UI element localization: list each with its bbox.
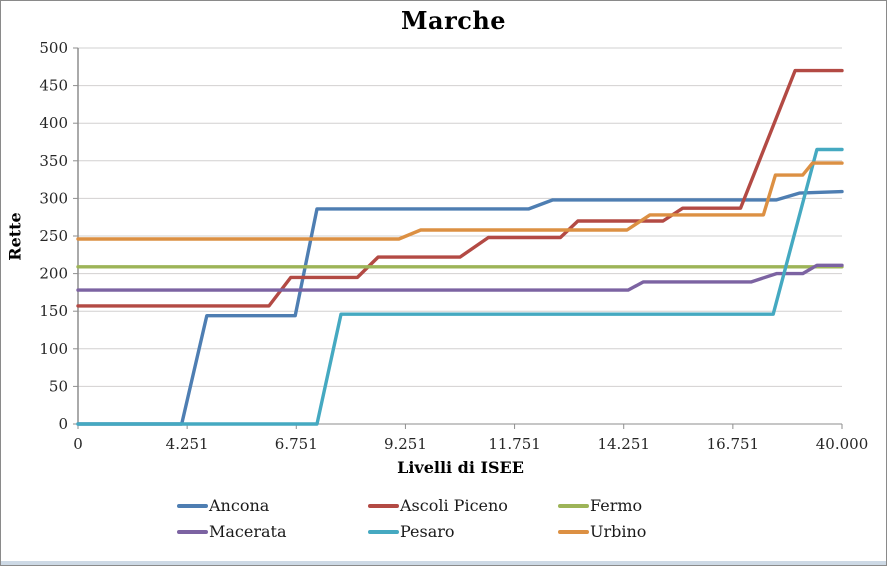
y-tick-label: 150: [39, 302, 68, 320]
chart-title: Marche: [400, 6, 507, 35]
legend-item-ancona: Ancona: [177, 496, 368, 515]
y-tick-label: 200: [39, 265, 68, 283]
x-tick-label: 4.251: [166, 435, 209, 453]
x-tick-label: 0: [73, 435, 83, 453]
x-tick-label: 6.751: [275, 435, 318, 453]
y-tick-label: 300: [39, 189, 68, 207]
legend-item-pesaro: Pesaro: [368, 522, 558, 541]
y-tick-label: 50: [49, 377, 68, 395]
y-tick-label: 400: [39, 114, 68, 132]
y-tick-label: 500: [39, 39, 68, 57]
series-line-macerata: [76, 263, 844, 292]
legend-item-macerata: Macerata: [177, 522, 368, 541]
legend-swatch-fermo: [558, 503, 589, 508]
y-tick-label: 350: [39, 152, 68, 170]
legend-swatch-ancona: [177, 503, 208, 508]
legend-item-urbino: Urbino: [558, 522, 646, 541]
x-axis-title: Livelli di ISEE: [397, 458, 524, 477]
x-tick-label: 9.251: [384, 435, 427, 453]
series-line-ancona: [76, 189, 844, 426]
x-tick-label: 16.751: [707, 435, 760, 453]
legend-label-ascoli-piceno: Ascoli Piceno: [400, 496, 508, 515]
x-tick-label: 14.251: [597, 435, 650, 453]
plot-area: 0 50 100 150 200 250 300 350 400 450 500 0 4.251 6.75…: [39, 39, 869, 453]
x-tick-label: 11.751: [488, 435, 541, 453]
legend-swatch-urbino: [558, 529, 589, 534]
legend-label-fermo: Fermo: [590, 496, 643, 515]
legend-swatch-ascoli-piceno: [368, 503, 399, 508]
y-tick-label: 250: [39, 227, 68, 245]
series-line-ascoli-piceno: [76, 68, 844, 308]
y-tick-label: 100: [39, 340, 68, 358]
bottom-border: [1, 561, 886, 565]
series-line-urbino: [76, 161, 844, 241]
y-tick-label: 0: [58, 415, 68, 433]
legend-label-urbino: Urbino: [590, 522, 647, 541]
legend-swatch-macerata: [177, 529, 208, 534]
x-tick-label: 40.000: [816, 435, 869, 453]
legend-item-ascoli-piceno: Ascoli Piceno: [368, 496, 558, 515]
legend-swatch-pesaro: [368, 529, 399, 534]
y-tick-label: 450: [39, 77, 68, 95]
legend-item-fermo: Fermo: [558, 496, 646, 515]
series-line-pesaro: [76, 147, 844, 426]
legend-label-pesaro: Pesaro: [400, 522, 455, 541]
legend-label-ancona: Ancona: [209, 496, 270, 515]
legend-label-macerata: Macerata: [209, 522, 287, 541]
chart-legend: Ancona Ascoli Piceno Fermo Macerata Pesa…: [177, 496, 646, 541]
